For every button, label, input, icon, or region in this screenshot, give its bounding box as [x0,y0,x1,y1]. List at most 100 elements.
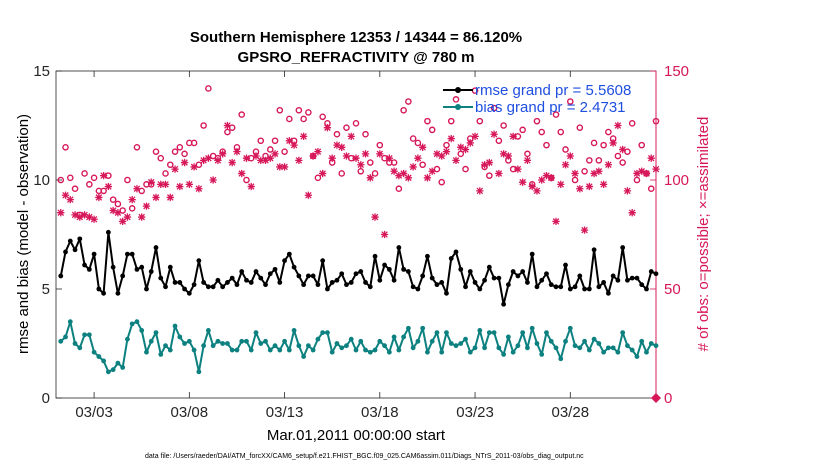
bias-point [463,336,468,342]
x-axis-label: Mar.01,2011 00:00:00 start [267,427,446,444]
obs-assimilated-point [223,121,232,130]
obs-possible-point [71,185,79,193]
rmse-point [496,275,502,281]
obs-assimilated-point [466,139,474,147]
rmse-point [510,269,516,274]
obs-possible-point [619,159,626,166]
rmse-point [653,271,659,277]
bias-point [401,334,407,340]
obs-possible-point [595,157,603,164]
bias-point [529,325,535,331]
obs-possible-point [86,181,93,188]
obs-assimilated-point [176,182,184,191]
rmse-point [615,277,621,283]
obs-assimilated-point [319,169,327,178]
obs-possible-point [200,122,207,129]
y-tick-label-left: 0 [42,390,50,407]
obs-assimilated-point [561,161,570,169]
obs-assimilated-point [419,143,427,151]
bias-point [263,338,268,344]
obs-possible-point [57,176,65,184]
bias-point [286,347,292,353]
bias-point [215,338,221,344]
obs-assimilated-point [619,145,627,154]
obs-assimilated-point [280,163,289,171]
obs-assimilated-point [457,143,465,151]
obs-assimilated-point [123,213,132,221]
obs-possible-point [224,128,231,136]
obs-assimilated-point [85,213,93,221]
legend-bias-marker [455,104,461,110]
rmse-point [601,280,607,285]
obs-assimilated-point [499,150,508,158]
bias-point [72,341,78,346]
bias-point [153,330,159,335]
bias-point [86,332,92,338]
obs-assimilated-point [247,182,255,191]
rmse-point [548,282,554,288]
obs-possible-point [581,167,588,175]
rmse-point [182,286,187,292]
bias-point [396,347,402,353]
bias-point [301,354,307,359]
bias-point [491,330,497,335]
bias-point [625,343,630,349]
rmse-point [382,262,387,268]
bias-point [605,345,611,351]
bias-point [272,343,278,349]
bias-point [510,349,516,355]
bias-point [367,349,373,355]
obs-possible-point [552,111,560,118]
obs-assimilated-point [366,174,374,182]
obs-assimilated-point [509,132,517,141]
bias-point [148,338,154,344]
obs-possible-point [128,205,136,212]
rmse-point [225,280,230,285]
obs-assimilated-point [157,180,165,188]
rmse-point [291,264,297,270]
obs-assimilated-point [414,154,422,162]
bias-point [58,338,64,344]
obs-assimilated-point [495,169,503,178]
rmse-point [77,236,83,242]
obs-assimilated-point [519,178,527,186]
obs-assimilated-point [342,152,351,160]
obs-assimilated-point [528,182,536,191]
rmse-point [563,262,568,268]
bias-point [429,338,435,344]
rmse-point [329,280,335,285]
rmse-point [239,269,245,274]
bias-point [653,343,659,349]
rmse-point [191,282,197,288]
bias-point [229,347,235,353]
rmse-point [648,269,654,274]
obs-assimilated-point [447,134,455,143]
rmse-point [525,280,530,285]
obs-possible-point [557,128,565,136]
obs-assimilated-point [338,143,346,151]
obs-assimilated-point [276,163,284,171]
bias-point [425,349,430,355]
rmse-point [410,284,416,290]
obs-possible-point [362,130,369,138]
obs-possible-point [390,159,398,166]
bias-point [591,336,597,342]
rmse-point [477,286,483,292]
obs-assimilated-point [471,132,479,141]
bias-point [486,330,492,335]
obs-assimilated-point [647,154,655,162]
rmse-point [386,266,392,272]
obs-possible-point [352,120,360,127]
rmse-point [177,280,183,285]
y-axis-label-right: # of obs: o=possible; ×=assimilated [695,117,712,352]
bias-point [353,347,359,353]
obs-possible-point [438,178,446,186]
obs-possible-point [243,176,250,184]
obs-assimilated-point [180,158,189,167]
obs-possible-point [538,128,546,136]
obs-assimilated-point [285,137,293,145]
obs-possible-point [376,141,384,149]
y-tick-label-left: 10 [33,172,50,189]
obs-assimilated-point [642,169,651,178]
bias-point [572,343,578,349]
